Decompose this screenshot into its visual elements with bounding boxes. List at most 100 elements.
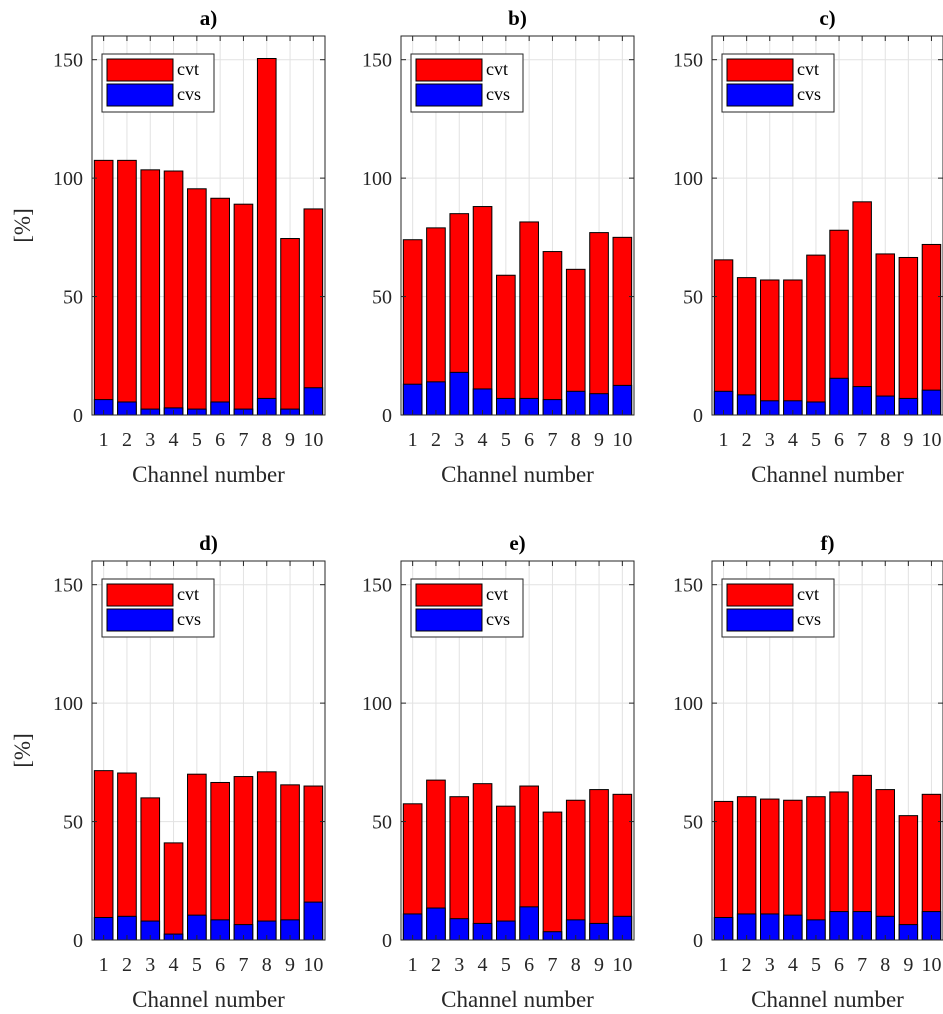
xtick-label: 6 <box>834 954 844 976</box>
bar-cvt <box>280 784 300 941</box>
xtick-label: 10 <box>921 429 941 451</box>
x-axis-label: Channel number <box>441 987 594 1012</box>
legend-swatch-cvs <box>106 608 174 632</box>
axes-box <box>91 35 326 416</box>
xtick-label: 2 <box>122 429 132 451</box>
legend-label-cvt: cvt <box>177 59 199 79</box>
xtick-label: 3 <box>145 954 155 976</box>
y-axis-label: [%] <box>10 733 35 767</box>
ytick-label: 150 <box>53 575 83 597</box>
bar-cvt <box>783 279 803 416</box>
x-axis-label: Channel number <box>441 462 594 487</box>
panel-title: b) <box>508 6 527 30</box>
panel-title: e) <box>509 531 525 555</box>
bar-cvt <box>472 206 493 416</box>
ytick-label: 100 <box>673 693 703 715</box>
xtick-label: 7 <box>238 954 248 976</box>
bar-cvt <box>163 842 184 941</box>
xtick-label: 7 <box>238 429 248 451</box>
legend-swatch-cvt <box>106 58 174 82</box>
bar-cvt <box>117 772 137 941</box>
axes-box <box>400 560 635 941</box>
ytick-label: 100 <box>53 168 83 190</box>
xtick-label: 4 <box>478 429 488 451</box>
bar-cvt <box>898 256 919 416</box>
legend: cvt cvs <box>101 578 215 638</box>
xtick-label: 8 <box>262 954 272 976</box>
legend-label-cvs: cvs <box>797 84 821 104</box>
bar-cvt <box>280 238 300 416</box>
legend-label-cvs: cvs <box>486 609 510 629</box>
ytick-label: 0 <box>382 405 392 427</box>
xtick-label: 4 <box>169 429 179 451</box>
x-axis-label: Channel number <box>132 987 285 1012</box>
ytick-label: 150 <box>53 50 83 72</box>
ytick-label: 0 <box>693 930 703 952</box>
ytick-label: 0 <box>73 930 83 952</box>
xtick-label: 9 <box>285 954 295 976</box>
xtick-label: 10 <box>303 429 323 451</box>
xtick-label: 7 <box>857 429 867 451</box>
legend-label-cvt: cvt <box>177 584 199 604</box>
legend: cvt cvs <box>721 53 835 113</box>
legend-swatch-cvt <box>415 583 483 607</box>
bar-cvt <box>187 188 207 416</box>
bar-cvt <box>806 796 826 941</box>
ytick-label: 50 <box>63 287 83 309</box>
legend-swatch-cvt <box>726 58 794 82</box>
axes-box <box>711 560 943 941</box>
xtick-label: 6 <box>524 954 534 976</box>
bar-cvt <box>210 781 230 941</box>
bar-cvt <box>256 58 277 416</box>
xtick-label: 8 <box>880 954 890 976</box>
legend-label-cvt: cvt <box>486 584 508 604</box>
bar-cvt <box>589 789 609 941</box>
xtick-label: 4 <box>478 954 488 976</box>
bar-cvt <box>233 776 254 941</box>
xtick-label: 8 <box>880 429 890 451</box>
ytick-label: 100 <box>53 693 83 715</box>
bar-cvt <box>542 251 563 416</box>
xtick-label: 4 <box>788 954 798 976</box>
bar-cvt <box>519 221 539 416</box>
xtick-label: 1 <box>99 954 109 976</box>
bar-cvt <box>233 203 254 416</box>
xtick-label: 2 <box>122 954 132 976</box>
bar-cvs <box>829 377 849 416</box>
ytick-label: 150 <box>362 575 392 597</box>
ytick-label: 0 <box>382 930 392 952</box>
bar-cvt <box>472 783 493 941</box>
xtick-label: 10 <box>921 954 941 976</box>
xtick-label: 5 <box>811 954 821 976</box>
ytick-label: 100 <box>362 168 392 190</box>
xtick-label: 1 <box>408 954 418 976</box>
bar-cvs <box>449 371 470 416</box>
ytick-label: 150 <box>673 50 703 72</box>
xtick-label: 7 <box>547 954 557 976</box>
xtick-label: 2 <box>742 954 752 976</box>
xtick-label: 10 <box>303 954 323 976</box>
xtick-label: 6 <box>215 954 225 976</box>
xtick-label: 5 <box>501 429 511 451</box>
bar-cvt <box>140 797 161 941</box>
xtick-label: 6 <box>215 429 225 451</box>
legend-swatch-cvs <box>415 608 483 632</box>
ytick-label: 100 <box>673 168 703 190</box>
xtick-label: 9 <box>903 429 913 451</box>
ytick-label: 0 <box>693 405 703 427</box>
x-axis-label: Channel number <box>751 462 904 487</box>
xtick-label: 9 <box>285 429 295 451</box>
ytick-label: 150 <box>362 50 392 72</box>
bar-cvt <box>163 170 184 416</box>
panel-title: c) <box>819 6 835 30</box>
xtick-label: 5 <box>192 954 202 976</box>
xtick-label: 5 <box>192 429 202 451</box>
panel-a: 0 50 100 150 1 2 3 4 5 6 7 8 9 10 a) Channel number [%] c… <box>10 6 326 487</box>
xtick-label: 3 <box>454 429 464 451</box>
bar-cvt <box>140 169 161 416</box>
legend-swatch-cvt <box>415 58 483 82</box>
xtick-label: 2 <box>742 429 752 451</box>
bar-cvt <box>898 815 919 941</box>
